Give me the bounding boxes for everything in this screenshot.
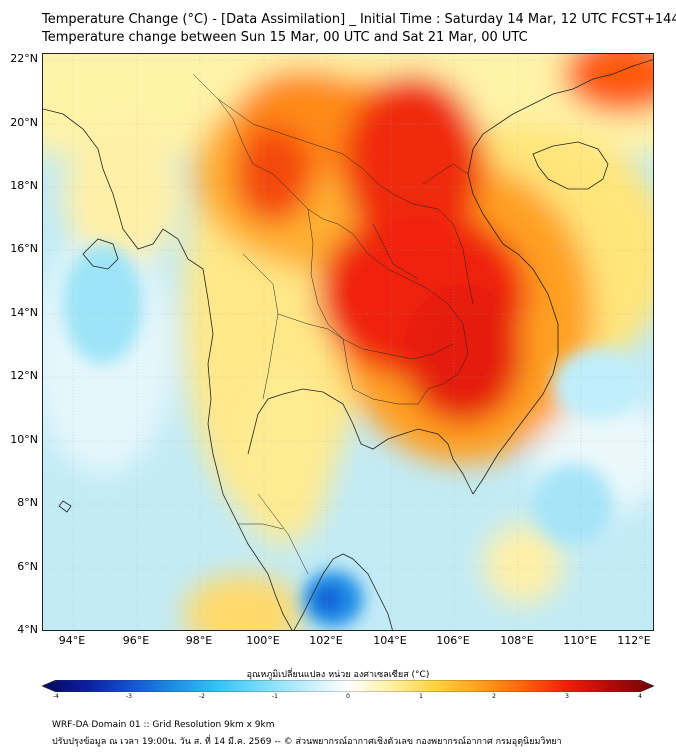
colorbar-bar: [42, 680, 654, 692]
lon-label: 108°E: [500, 634, 534, 647]
colorbar-tick-label: 4: [638, 693, 642, 700]
lon-label: 102°E: [309, 634, 343, 647]
borders: [192, 73, 474, 575]
lat-label: 16°N: [10, 242, 38, 255]
colorbar-tick-label: 1: [419, 693, 423, 700]
temperature-field: [43, 54, 653, 630]
colorbar-title: อุณหภูมิเปลี่ยนแปลง หน่วย องศาเซลเซียส (…: [246, 670, 430, 680]
colorbar-tick-label: 3: [565, 693, 569, 700]
footer-model-info: WRF-DA Domain 01 :: Grid Resolution 9km …: [52, 720, 275, 730]
lon-label: 96°E: [122, 634, 150, 647]
colorbar-tick-label: -2: [199, 693, 205, 700]
lat-label: 12°N: [10, 369, 38, 382]
lon-label: 104°E: [373, 634, 407, 647]
coastlines: [43, 59, 653, 630]
lat-label: 22°N: [10, 52, 38, 65]
temperature-change-map: [42, 53, 654, 631]
lon-label: 110°E: [563, 634, 597, 647]
lat-label: 10°N: [10, 433, 38, 446]
lat-label: 20°N: [10, 116, 38, 129]
lon-label: 94°E: [58, 634, 86, 647]
lat-label: 18°N: [10, 179, 38, 192]
lon-label: 100°E: [246, 634, 280, 647]
map-canvas: [43, 54, 653, 630]
footer-update-info: ปรับปรุงข้อมูล ณ เวลา 19:00น. วัน ส. ที่…: [52, 737, 562, 747]
lat-label: 6°N: [17, 560, 38, 573]
lat-label: 8°N: [17, 496, 38, 509]
colorbar-tick-label: -1: [272, 693, 278, 700]
lon-label: 112°E: [617, 634, 651, 647]
map-title: Temperature Change (°C) - [Data Assimila…: [42, 12, 676, 27]
colorbar-tick-label: 2: [492, 693, 496, 700]
lon-label: 98°E: [185, 634, 213, 647]
colorbar-tick-label: 0: [346, 693, 350, 700]
lon-label: 106°E: [436, 634, 470, 647]
colorbar-tick-label: -4: [53, 693, 59, 700]
colorbar-tick-label: -3: [126, 693, 132, 700]
lat-label: 4°N: [17, 623, 38, 636]
colorbar: [42, 680, 654, 692]
graticule: [43, 54, 653, 630]
map-subtitle: Temperature change between Sun 15 Mar, 0…: [42, 30, 528, 45]
cool-anomalies: [63, 244, 643, 627]
lat-label: 14°N: [10, 306, 38, 319]
